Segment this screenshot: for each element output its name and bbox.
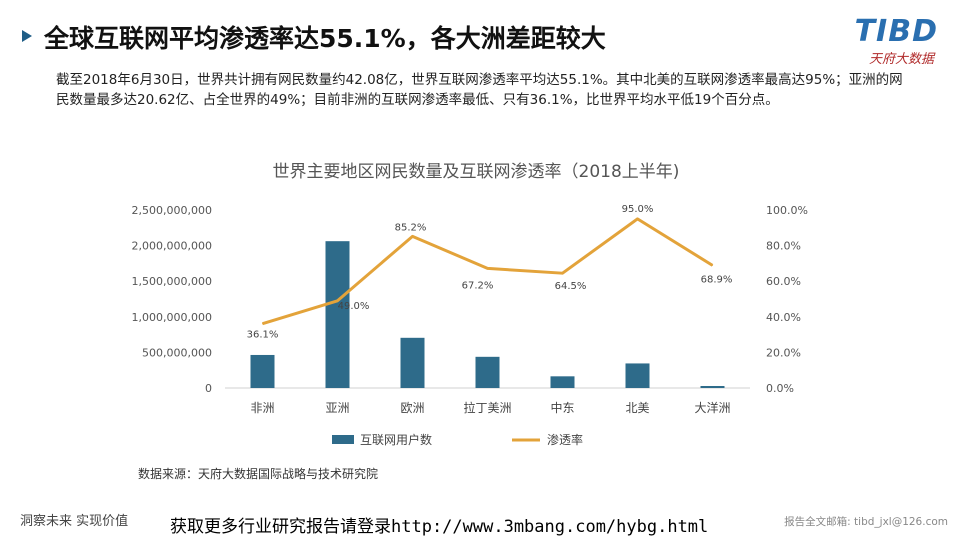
right-tick-label: 100.0% [766,204,808,217]
category-label: 北美 [625,401,649,415]
category-label: 亚洲 [325,401,349,415]
data-label: 68.9% [701,274,733,285]
summary-paragraph: 截至2018年6月30日，世界共计拥有网民数量约42.08亿，世界互联网渗透率平… [56,72,903,108]
right-tick-label: 0.0% [766,382,794,395]
left-tick-label: 1,000,000,000 [132,311,212,324]
legend-bar-swatch [332,435,354,444]
data-label: 67.2% [462,280,494,291]
combo-chart: 世界主要地区网民数量及互联网渗透率（2018上半年) 0 500,000,000 1,… [132,162,808,481]
footer-promo-link[interactable]: 获取更多行业研究报告请登录http://www.3mbang.com/hybg.… [170,517,709,537]
left-tick-label: 2,500,000,000 [132,204,212,217]
title-arrow-icon [22,30,32,42]
logo: TIBD 天府大数据 [826,14,938,68]
line-point [712,264,713,266]
logo-subtitle: 天府大数据 [868,52,934,67]
category-label: 欧洲 [400,401,424,415]
chart-title: 世界主要地区网民数量及互联网渗透率（2018上半年) [273,162,680,182]
bar-中东 [550,376,575,388]
line-point [337,300,338,302]
right-tick-label: 80.0% [766,240,801,253]
bar-非洲 [250,354,275,388]
legend-line-label: 渗透率 [547,432,583,447]
category-label: 大洋洲 [694,400,730,415]
bar-欧洲 [400,337,425,388]
bar-拉丁美洲 [475,356,500,388]
category-label: 拉丁美洲 [463,400,511,415]
bar-北美 [625,363,650,388]
page-title: 全球互联网平均渗透率达55.1%，各大洲差距较大 [44,24,606,53]
bar-亚洲 [325,241,350,388]
right-tick-label: 60.0% [766,275,801,288]
right-tick-label: 40.0% [766,311,801,324]
data-label: 36.1% [247,330,279,341]
data-label: 95.0% [622,204,654,215]
category-label: 非洲 [250,401,274,415]
left-tick-label: 1,500,000,000 [132,275,212,288]
data-label: 85.2% [395,222,427,233]
logo-text: TIBD [854,14,938,49]
legend-bar-label: 互联网用户数 [360,432,432,447]
line-point [562,272,563,274]
bar-大洋洲 [700,386,725,388]
category-label: 中东 [550,400,574,415]
footer-slogan: 洞察未来 实现价值 [20,514,129,529]
line-point [262,323,263,325]
footer-contact: 报告全文邮箱: tibd_jxl@126.com [784,516,948,528]
left-tick-label: 500,000,000 [142,346,212,359]
line-point [637,218,638,220]
data-label: 64.5% [555,281,587,292]
right-tick-label: 20.0% [766,346,801,359]
left-tick-label: 2,000,000,000 [132,240,212,253]
data-source: 数据来源：天府大数据国际战略与技术研究院 [138,466,378,481]
line-point [487,267,488,269]
data-label: 49.0% [338,301,370,312]
left-tick-label: 0 [205,382,212,395]
line-point [412,235,413,237]
